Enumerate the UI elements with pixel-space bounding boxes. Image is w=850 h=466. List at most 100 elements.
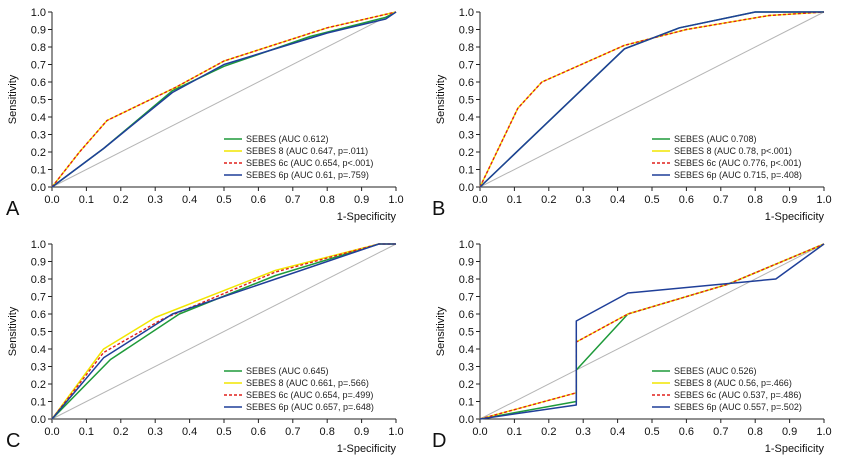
panel-a-x-tick-label: 0.8 <box>320 194 335 206</box>
panel-b-x-tick-label: 0.3 <box>576 194 591 206</box>
panel-b-y-axis-title: Sensitivity <box>435 74 447 124</box>
panel-d-y-tick-label: 0.5 <box>459 327 474 339</box>
panel-a-legend-label: SEBES 6p (AUC 0.61, p=.759) <box>246 170 369 180</box>
panel-c-legend-label: SEBES 6c (AUC 0.654, p=.499) <box>246 390 373 400</box>
panel-a-y-tick-label: 0.7 <box>31 60 46 72</box>
panel-a-legend-label: SEBES (AUC 0.612) <box>246 134 329 144</box>
panel-a-y-tick-label: 0.9 <box>31 25 46 37</box>
panel-c-y-tick-label: 0.9 <box>31 257 46 269</box>
panel-a-y-tick-label: 0.5 <box>31 95 46 107</box>
panel-a-x-tick-label: 0.5 <box>216 194 231 206</box>
panel-b-x-tick-label: 0.1 <box>507 194 522 206</box>
panel-b-x-tick-label: 0.2 <box>541 194 556 206</box>
panel-b-legend-label: SEBES (AUC 0.708) <box>674 134 757 144</box>
panel-d-x-tick-label: 0.2 <box>541 426 556 438</box>
panel-b-y-tick-label: 0.4 <box>459 112 474 124</box>
panel-d-legend-label: SEBES 6p (AUC 0.557, p=.502) <box>674 402 802 412</box>
panel-c-x-tick-label: 0.9 <box>354 426 369 438</box>
panel-d-legend-label: SEBES 8 (AUC 0.56, p=.466) <box>674 378 792 388</box>
panel-a-y-tick-label: 0.1 <box>31 165 46 177</box>
panel-a-x-tick-label: 0.0 <box>44 194 59 206</box>
panel-c-y-tick-label: 0.6 <box>31 309 46 321</box>
panel-c-x-tick-label: 0.4 <box>182 426 197 438</box>
panel-c-y-tick-label: 0.0 <box>31 414 46 426</box>
panel-a-reference-line <box>51 11 397 188</box>
panel-d-letter: D <box>432 430 446 452</box>
panel-d-chart: 0.0 0.1 0.2 0.3 0.4 0.5 0.6 0.7 0.8 0.9 1.0 0.0 0.1 0… <box>432 239 832 455</box>
panel-c-legend-label: SEBES 8 (AUC 0.661, p=.566) <box>246 378 369 388</box>
panel-a-x-tick-label: 1.0 <box>388 194 403 206</box>
panel-b-y-tick-label: 0.7 <box>459 60 474 72</box>
panel-b-x-axis-title: 1-Specificity <box>765 211 825 223</box>
panel-b-y-tick-label: 0.6 <box>459 77 474 89</box>
panel-b-y-tick-label: 0.8 <box>459 42 474 54</box>
panel-d-y-tick-label: 1.0 <box>459 239 474 251</box>
panel-b-y-tick-label: 0.0 <box>459 182 474 194</box>
panel-c-y-tick-label: 0.4 <box>31 344 46 356</box>
panel-c-y-tick-label: 0.1 <box>31 397 46 409</box>
panel-c-y-tick-label: 0.5 <box>31 327 46 339</box>
panel-d-series-line-4 <box>479 243 825 420</box>
panel-a-y-tick-label: 0.6 <box>31 77 46 89</box>
panel-c-x-tick-label: 1.0 <box>388 426 403 438</box>
panel-c-x-tick-label: 0.2 <box>113 426 128 438</box>
panel-c-letter: C <box>6 430 20 452</box>
panel-d-legend-label: SEBES 6c (AUC 0.537, p=.486) <box>674 390 801 400</box>
panel-c-legend-label: SEBES (AUC 0.645) <box>246 366 329 376</box>
panel-c-x-tick-label: 0.1 <box>79 426 94 438</box>
panel-c-chart: 0.0 0.1 0.2 0.3 0.4 0.5 0.6 0.7 0.8 0.9 1.0 0.0 0.1 0… <box>6 239 404 455</box>
panel-d-x-tick-label: 0.0 <box>472 426 487 438</box>
panel-a-series-line-3 <box>51 11 397 188</box>
panel-a-x-axis-title: 1-Specificity <box>337 211 397 223</box>
panel-a-y-tick-label: 0.2 <box>31 147 46 159</box>
panel-b-y-tick-label: 0.3 <box>459 130 474 142</box>
panel-b-x-tick-label: 0.0 <box>472 194 487 206</box>
panel-d-x-tick-label: 0.1 <box>507 426 522 438</box>
panel-c-x-tick-label: 0.0 <box>44 426 59 438</box>
panel-d-y-tick-label: 0.2 <box>459 379 474 391</box>
panel-c-x-tick-label: 0.8 <box>320 426 335 438</box>
panel-b-x-tick-label: 0.6 <box>679 194 694 206</box>
panel-b-y-tick-label: 0.2 <box>459 147 474 159</box>
panel-d-series-line-3 <box>479 243 825 420</box>
panel-c-x-axis-title: 1-Specificity <box>337 443 397 455</box>
panel-a-y-tick-label: 1.0 <box>31 7 46 19</box>
panel-d-x-tick-label: 0.3 <box>576 426 591 438</box>
panel-a-y-tick-label: 0.4 <box>31 112 46 124</box>
panel-a-y-tick-label: 0.0 <box>31 182 46 194</box>
panel-d-y-tick-label: 0.9 <box>459 257 474 269</box>
panel-c-y-tick-label: 1.0 <box>31 239 46 251</box>
panel-c-x-tick-label: 0.3 <box>148 426 163 438</box>
panel-a-x-tick-label: 0.7 <box>285 194 300 206</box>
panel-d-x-tick-label: 0.4 <box>610 426 625 438</box>
panel-b-y-tick-label: 1.0 <box>459 7 474 19</box>
panel-b-y-tick-label: 0.5 <box>459 95 474 107</box>
panel-a-x-tick-label: 0.3 <box>148 194 163 206</box>
panel-b-x-tick-label: 1.0 <box>816 194 831 206</box>
panel-d-y-tick-label: 0.8 <box>459 274 474 286</box>
panel-b-y-tick-label: 0.1 <box>459 165 474 177</box>
panel-a-y-tick-label: 0.8 <box>31 42 46 54</box>
panel-d-x-tick-label: 0.6 <box>679 426 694 438</box>
panel-b-legend-label: SEBES 8 (AUC 0.78, p<.001) <box>674 146 792 156</box>
panel-b-series-line-3 <box>479 11 825 188</box>
panel-a-x-tick-label: 0.2 <box>113 194 128 206</box>
panel-d-reference-line <box>479 243 825 420</box>
panel-d-y-tick-label: 0.0 <box>459 414 474 426</box>
panel-b-letter: B <box>432 198 445 220</box>
panel-a-y-axis-title: Sensitivity <box>7 74 19 124</box>
panel-d-x-tick-label: 0.7 <box>713 426 728 438</box>
panel-d-x-tick-label: 0.9 <box>782 426 797 438</box>
panel-a-letter: A <box>6 198 20 220</box>
panel-d-y-tick-label: 0.3 <box>459 362 474 374</box>
panel-d-x-tick-label: 0.8 <box>748 426 763 438</box>
panel-c-y-axis-title: Sensitivity <box>7 306 19 356</box>
panel-a-y-tick-label: 0.3 <box>31 130 46 142</box>
panel-d-y-axis-title: Sensitivity <box>435 306 447 356</box>
panel-b-x-tick-label: 0.5 <box>644 194 659 206</box>
panel-b-y-tick-label: 0.9 <box>459 25 474 37</box>
panel-d-y-tick-label: 0.7 <box>459 292 474 304</box>
panel-d-y-tick-label: 0.6 <box>459 309 474 321</box>
panel-d-legend-label: SEBES (AUC 0.526) <box>674 366 757 376</box>
